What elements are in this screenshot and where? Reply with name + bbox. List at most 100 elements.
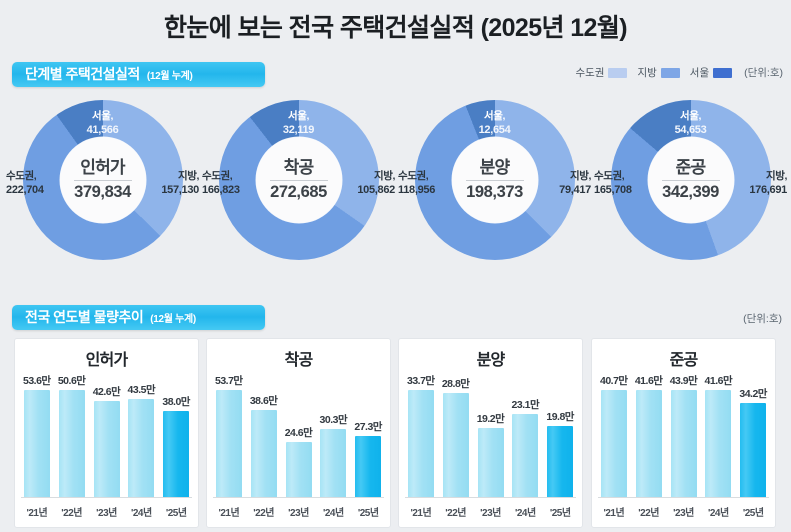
- bar-slot[interactable]: 41.6만: [703, 373, 735, 497]
- bar-slot[interactable]: 28.8만: [440, 373, 472, 497]
- bar[interactable]: [477, 428, 504, 497]
- bar[interactable]: [58, 390, 85, 497]
- bar[interactable]: [128, 399, 155, 497]
- bar[interactable]: [600, 390, 627, 497]
- legend-swatch-capital: [608, 67, 628, 78]
- section1-unit-label: (단위:호): [744, 67, 783, 79]
- donut-label-seoul: 서울, 54,653: [675, 110, 707, 137]
- bar[interactable]: [250, 410, 277, 497]
- donut-center: 착공 272,685: [255, 137, 342, 223]
- bar-chart-card-1: 인허가 53.6만 50.6만 42.6만 43.5만 38.0만 '21년 '22년 '23년…: [14, 338, 199, 528]
- bar-group: 53.7만 38.6만 24.6만 30.3만 27.3만: [213, 373, 384, 497]
- bar-slot[interactable]: 24.6만: [283, 373, 315, 497]
- bar-slot[interactable]: 23.1만: [510, 373, 542, 497]
- bar[interactable]: [547, 426, 574, 497]
- bar[interactable]: [93, 401, 120, 497]
- bar-value-label: 34.2만: [739, 388, 767, 400]
- x-tick-label: '22년: [61, 507, 82, 519]
- bar-chart-title: 준공: [669, 352, 699, 369]
- donut-category-name: 준공: [675, 158, 706, 177]
- donut-label-capital-name: 수도권,: [6, 170, 37, 182]
- x-tick-label: '25년: [165, 507, 187, 519]
- bar-slot[interactable]: 33.7만: [405, 373, 437, 497]
- x-tick-label: '22년: [253, 507, 274, 519]
- bar-slot[interactable]: 42.6만: [91, 373, 123, 497]
- bar[interactable]: [635, 390, 662, 497]
- bar-slot[interactable]: 19.8만: [544, 373, 576, 497]
- legend-label-local: 지방: [637, 67, 657, 79]
- donut-label-capital-value: 165,708: [594, 183, 632, 196]
- bar-value-label: 42.6만: [92, 386, 121, 398]
- bar[interactable]: [442, 393, 469, 497]
- donut-label-local-value: 105,862: [357, 183, 395, 196]
- bar-slot[interactable]: 38.6만: [248, 373, 280, 497]
- bar-value-label: 43.9만: [669, 375, 698, 387]
- legend-item-capital: 수도권: [575, 65, 628, 80]
- section2-badge-subtitle: (12월 누계): [150, 314, 196, 325]
- donut-ring: 분양 198,373 서울, 12,654: [414, 100, 575, 260]
- bar[interactable]: [285, 442, 312, 497]
- bar-value-label: 38.6만: [249, 395, 278, 407]
- legend-label-capital: 수도권: [575, 67, 605, 79]
- bar-value-label: 19.8만: [546, 411, 574, 423]
- donut-chart-3: 분양 198,373 서울, 12,654 수도권, 118,956 지방, 79,417: [396, 96, 593, 286]
- bar-chart-card-2: 착공 53.7만 38.6만 24.6만 30.3만 27.3만 '21년 '22년 '23년 '…: [206, 338, 391, 528]
- bar[interactable]: [670, 390, 697, 497]
- bar[interactable]: [320, 429, 347, 497]
- bar-group: 33.7만 28.8만 19.2만 23.1만 19.8만: [405, 373, 576, 497]
- donut-label-capital: 수도권, 222,704: [6, 170, 44, 197]
- bar-slot[interactable]: 43.9만: [668, 373, 700, 497]
- bar[interactable]: [23, 390, 50, 497]
- x-axis-line: [598, 497, 769, 498]
- bar-slot[interactable]: 27.3만: [352, 373, 384, 497]
- section-badge-yearly-trend: 전국 연도별 물량추이 (12월 누계): [12, 305, 265, 330]
- bar[interactable]: [355, 436, 382, 497]
- bar-slot[interactable]: 53.7만: [213, 373, 245, 497]
- bar[interactable]: [163, 411, 190, 497]
- bar-slot[interactable]: 34.2만: [737, 373, 769, 497]
- bar-slot[interactable]: 38.0만: [160, 373, 192, 497]
- bar-value-label: 28.8만: [441, 378, 470, 390]
- x-axis-labels: '21년 '22년 '23년 '24년 '25년: [405, 501, 576, 521]
- bar-value-label: 24.6만: [284, 427, 313, 439]
- section-badge-stage-performance: 단계별 주택건설실적 (12월 누계): [12, 62, 265, 87]
- bar-slot[interactable]: 53.6만: [21, 373, 53, 497]
- bar-slot[interactable]: 50.6만: [56, 373, 88, 497]
- legend-swatch-seoul: [713, 67, 733, 78]
- bar[interactable]: [705, 390, 732, 497]
- divider: [465, 180, 524, 181]
- donut-label-seoul-name: 서울,: [91, 110, 114, 122]
- bar[interactable]: [407, 390, 434, 497]
- legend-label-seoul: 서울: [689, 67, 710, 79]
- bar[interactable]: [740, 403, 767, 497]
- bar[interactable]: [512, 414, 539, 497]
- x-axis-line: [21, 497, 192, 498]
- donut-center: 준공 342,399: [647, 137, 734, 223]
- donut-label-capital-name: 수도권,: [594, 170, 625, 182]
- bar-slot[interactable]: 40.7만: [598, 373, 630, 497]
- bar-slot[interactable]: 30.3만: [318, 373, 350, 497]
- bar-value-label: 30.3만: [319, 414, 348, 426]
- x-tick-label: '23년: [480, 507, 501, 519]
- bar-chart-title: 착공: [284, 352, 314, 369]
- section2-badge-title: 전국 연도별 물량추이: [25, 309, 144, 325]
- donut-label-local-value: 157,130: [161, 183, 199, 196]
- bar-value-label: 50.6만: [57, 375, 86, 387]
- donut-label-seoul: 서울, 12,654: [479, 110, 511, 137]
- bar-slot[interactable]: 41.6만: [633, 373, 665, 497]
- donut-label-local-name: 지방,: [373, 170, 395, 182]
- donut-label-seoul-name: 서울,: [679, 110, 702, 122]
- donut-total-value: 198,373: [466, 183, 523, 201]
- bar-slot[interactable]: 43.5만: [126, 373, 158, 497]
- donut-label-local: 지방, 157,130: [161, 170, 199, 197]
- donut-label-capital: 수도권, 166,823: [202, 170, 240, 197]
- bar-value-label: 43.5만: [127, 384, 156, 396]
- bar-chart-title: 분양: [476, 352, 506, 369]
- bar-slot[interactable]: 19.2만: [475, 373, 507, 497]
- donut-label-seoul-name: 서울,: [287, 110, 310, 122]
- x-tick-label: '23년: [288, 507, 309, 519]
- bar[interactable]: [215, 390, 242, 497]
- x-tick-label: '22년: [445, 507, 466, 519]
- x-tick-label: '21년: [603, 507, 625, 519]
- donut-label-seoul: 서울, 32,119: [283, 110, 315, 137]
